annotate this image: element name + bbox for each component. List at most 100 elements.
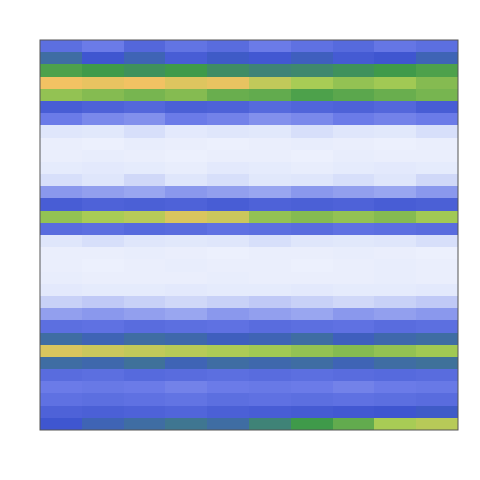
heatmap-cell	[124, 186, 166, 199]
heatmap-cell	[82, 125, 124, 138]
heatmap-cell	[333, 259, 375, 272]
heatmap-cell	[124, 357, 166, 370]
heatmap-cell	[416, 284, 458, 297]
heatmap-cell	[207, 125, 249, 138]
heatmap-cell	[374, 138, 416, 151]
heatmap-cell	[333, 211, 375, 224]
heatmap-cell	[207, 418, 249, 430]
heatmap-cell	[249, 101, 291, 114]
heatmap-cell	[291, 211, 333, 224]
heatmap-cell	[207, 247, 249, 260]
heatmap-cell	[207, 345, 249, 358]
heatmap-cell	[249, 52, 291, 65]
heatmap-cell	[40, 284, 82, 297]
heatmap-cell	[291, 381, 333, 394]
heatmap-cell	[291, 125, 333, 138]
heatmap-cell	[291, 162, 333, 175]
heatmap-cell	[124, 150, 166, 163]
heatmap-cell	[333, 64, 375, 77]
heatmap-cell	[374, 296, 416, 309]
heatmap-cell	[82, 357, 124, 370]
heatmap-cell	[207, 89, 249, 102]
heatmap-cell	[374, 393, 416, 406]
heatmap-cell	[291, 272, 333, 285]
heatmap-cell	[207, 162, 249, 175]
heatmap-cell	[249, 40, 291, 53]
heatmap-cell	[82, 89, 124, 102]
heatmap-cell	[416, 272, 458, 285]
heatmap-cell	[165, 186, 207, 199]
heatmap-cell	[374, 40, 416, 53]
heatmap-cell	[40, 64, 82, 77]
heatmap-cell	[416, 247, 458, 260]
heatmap-cell	[82, 101, 124, 114]
heatmap-cell	[40, 89, 82, 102]
heatmap-cell	[207, 406, 249, 419]
heatmap-cell	[416, 77, 458, 90]
heatmap-cell	[291, 101, 333, 114]
heatmap-cell	[416, 369, 458, 382]
heatmap-cell	[40, 186, 82, 199]
heatmap-cell	[333, 369, 375, 382]
heatmap-cell	[124, 211, 166, 224]
heatmap-cell	[249, 138, 291, 151]
heatmap-cell	[165, 369, 207, 382]
heatmap-cell	[374, 357, 416, 370]
heatmap-cell	[291, 259, 333, 272]
heatmap-cell	[416, 89, 458, 102]
chart-root	[0, 0, 480, 480]
heatmap-cell	[124, 333, 166, 346]
heatmap-cell	[40, 40, 82, 53]
heatmap-cell	[333, 272, 375, 285]
heatmap-cell	[333, 247, 375, 260]
heatmap-cell	[249, 357, 291, 370]
heatmap-cell	[374, 369, 416, 382]
heatmap-cell	[249, 272, 291, 285]
heatmap-cell	[82, 223, 124, 236]
heatmap-cell	[40, 150, 82, 163]
heatmap-cell	[124, 381, 166, 394]
heatmap-cell	[124, 369, 166, 382]
heatmap-cell	[82, 320, 124, 333]
heatmap-cell	[291, 406, 333, 419]
heatmap-cell	[291, 345, 333, 358]
heatmap-cell	[374, 345, 416, 358]
heatmap-cell	[165, 381, 207, 394]
heatmap-cell	[249, 284, 291, 297]
heatmap-cell	[40, 223, 82, 236]
heatmap-cell	[249, 77, 291, 90]
heatmap-cell	[124, 223, 166, 236]
heatmap-cell	[165, 284, 207, 297]
heatmap-cell	[165, 247, 207, 260]
heatmap-cell	[165, 272, 207, 285]
heatmap-cell	[40, 247, 82, 260]
heatmap-cell	[124, 162, 166, 175]
heatmap-cell	[416, 320, 458, 333]
heatmap-cell	[40, 406, 82, 419]
heatmap-cell	[374, 333, 416, 346]
heatmap-cell	[165, 211, 207, 224]
heatmap-cell	[207, 284, 249, 297]
heatmap-cell	[124, 89, 166, 102]
heatmap-cell	[40, 320, 82, 333]
heatmap-cell	[207, 211, 249, 224]
heatmap-cell	[291, 77, 333, 90]
heatmap-cell	[165, 52, 207, 65]
heatmap-cell	[40, 357, 82, 370]
heatmap-cell	[165, 77, 207, 90]
heatmap-cell	[416, 138, 458, 151]
heatmap-cell	[82, 235, 124, 248]
heatmap-cell	[333, 357, 375, 370]
heatmap-cell	[207, 272, 249, 285]
heatmap-cell	[333, 296, 375, 309]
heatmap-cell	[82, 150, 124, 163]
heatmap-cell	[40, 308, 82, 321]
heatmap-cell	[207, 381, 249, 394]
heatmap-cell	[374, 418, 416, 430]
plot-frame	[40, 40, 458, 430]
heatmap-cell	[374, 259, 416, 272]
heatmap-cell	[207, 186, 249, 199]
heatmap-cell	[207, 174, 249, 187]
heatmap-cell	[374, 125, 416, 138]
heatmap-cell	[374, 101, 416, 114]
